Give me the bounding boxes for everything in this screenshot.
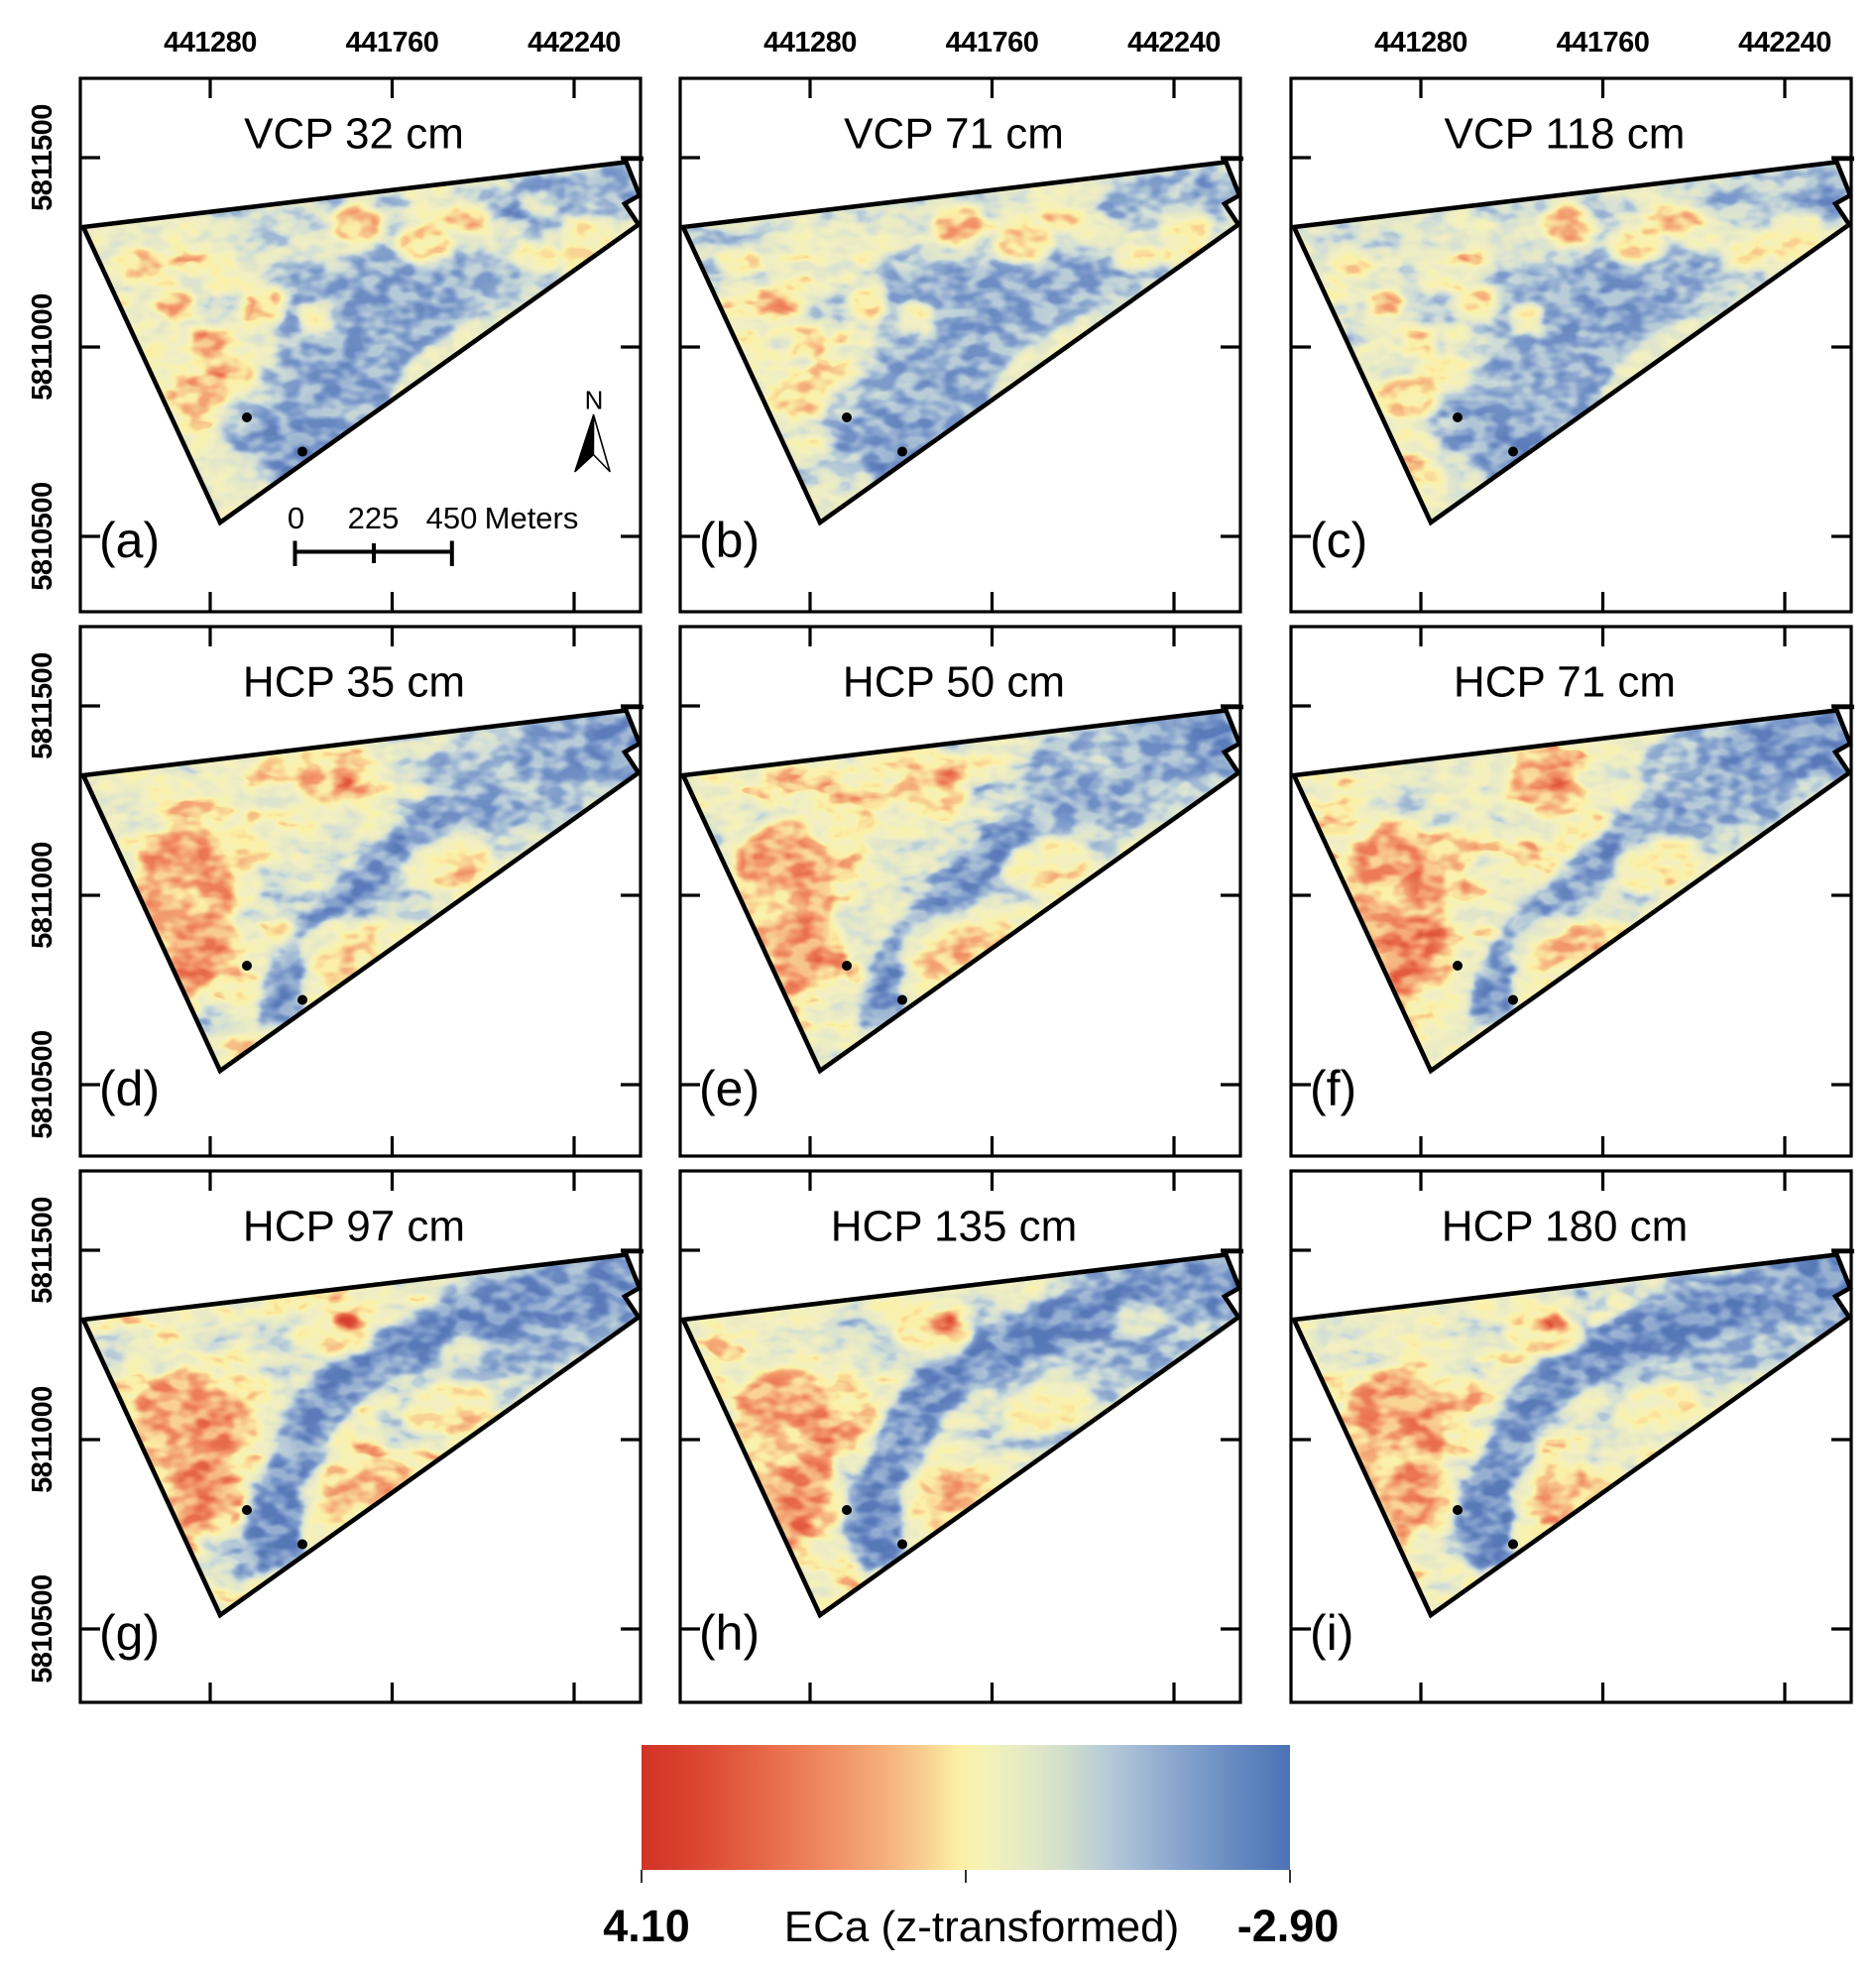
svg-text:(d): (d) [99, 1061, 160, 1116]
svg-text:N: N [585, 386, 604, 415]
svg-text:441280: 441280 [763, 27, 857, 58]
svg-text:(i): (i) [1310, 1605, 1353, 1661]
svg-text:(g): (g) [99, 1605, 160, 1661]
svg-text:441280: 441280 [164, 27, 257, 58]
svg-text:(c): (c) [1310, 513, 1367, 568]
svg-text:442240: 442240 [1127, 27, 1221, 58]
svg-text:441760: 441760 [946, 27, 1039, 58]
svg-text:(h): (h) [699, 1605, 760, 1661]
svg-text:225: 225 [348, 501, 400, 535]
svg-text:(b): (b) [699, 513, 760, 568]
svg-text:HCP 35 cm: HCP 35 cm [243, 658, 465, 707]
svg-text:ECa (z-transformed): ECa (z-transformed) [784, 1903, 1180, 1951]
svg-text:5811000: 5811000 [27, 293, 59, 401]
svg-text:HCP 71 cm: HCP 71 cm [1454, 658, 1676, 707]
svg-text:5811000: 5811000 [27, 1386, 59, 1493]
svg-text:-2.90: -2.90 [1237, 1901, 1340, 1951]
svg-text:441760: 441760 [1557, 27, 1650, 58]
svg-text:(a): (a) [99, 513, 160, 568]
svg-text:VCP 118 cm: VCP 118 cm [1445, 110, 1686, 159]
svg-text:VCP 32 cm: VCP 32 cm [244, 110, 464, 159]
svg-text:HCP 135 cm: HCP 135 cm [831, 1203, 1078, 1251]
svg-text:4.10: 4.10 [603, 1901, 690, 1951]
svg-text:5811500: 5811500 [27, 104, 59, 211]
svg-text:HCP 97 cm: HCP 97 cm [243, 1203, 465, 1251]
svg-text:5810500: 5810500 [27, 1030, 59, 1138]
svg-text:442240: 442240 [1738, 27, 1831, 58]
svg-text:441760: 441760 [346, 27, 439, 58]
svg-text:HCP 180 cm: HCP 180 cm [1442, 1203, 1689, 1251]
svg-text:VCP 71 cm: VCP 71 cm [844, 110, 1064, 159]
svg-text:5811500: 5811500 [27, 652, 59, 759]
svg-text:(f): (f) [1310, 1061, 1356, 1116]
svg-text:0: 0 [288, 501, 304, 535]
svg-text:441280: 441280 [1374, 27, 1467, 58]
svg-text:450: 450 [426, 501, 478, 535]
svg-text:5811000: 5811000 [27, 842, 59, 949]
svg-text:(e): (e) [699, 1061, 760, 1116]
svg-text:5810500: 5810500 [27, 1574, 59, 1683]
svg-text:Meters: Meters [485, 501, 579, 535]
svg-text:5810500: 5810500 [27, 482, 59, 590]
svg-text:5811500: 5811500 [27, 1197, 59, 1304]
svg-text:442240: 442240 [528, 27, 621, 58]
svg-text:HCP 50 cm: HCP 50 cm [843, 658, 1065, 707]
